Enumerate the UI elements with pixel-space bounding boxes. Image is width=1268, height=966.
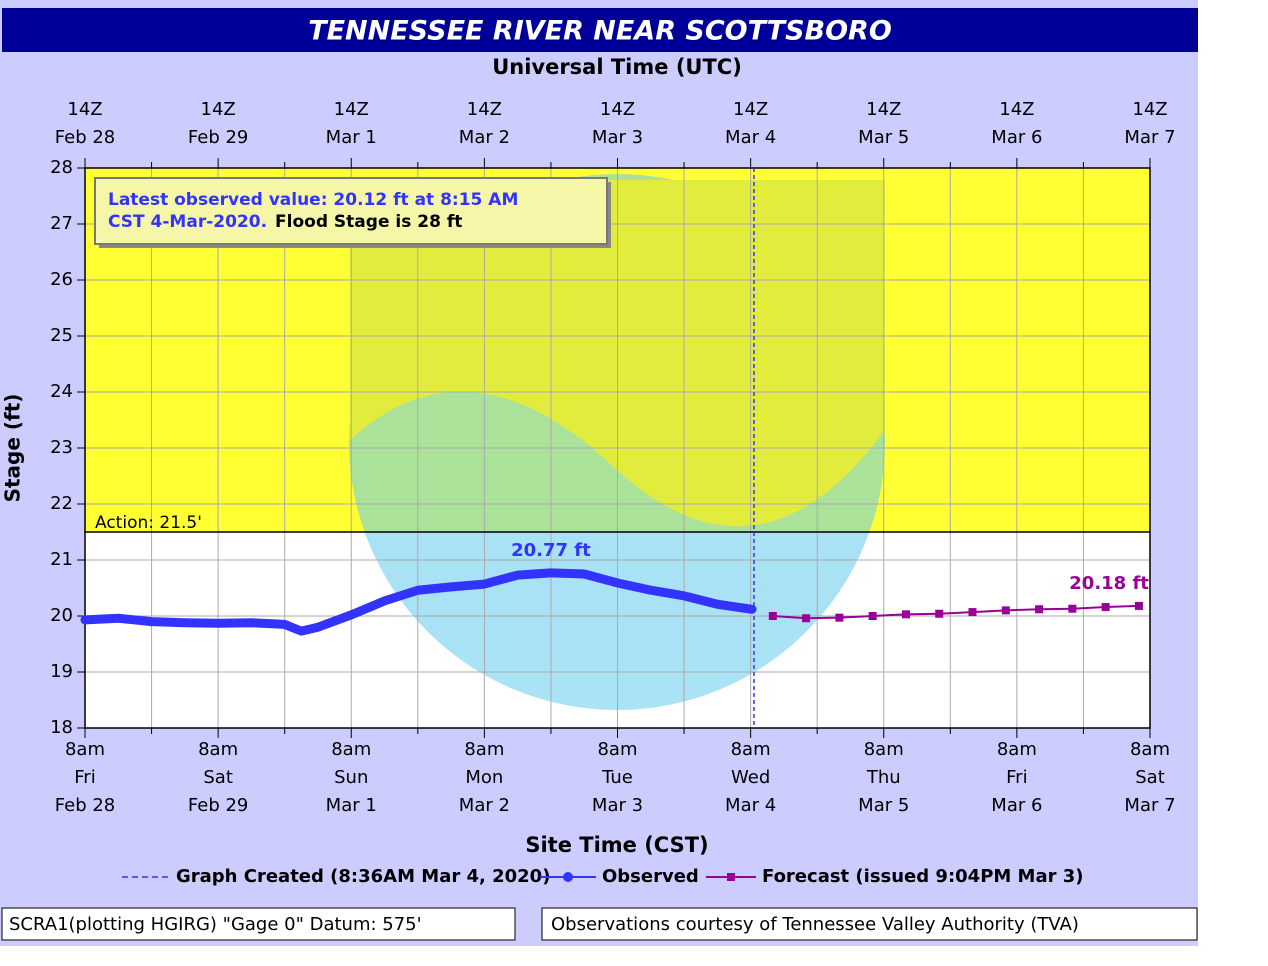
annotation-box <box>94 177 608 245</box>
footer-text: SCRA1(plotting HGIRG) "Gage 0" Datum: 57… <box>9 914 422 935</box>
x2-tick-label: 14Z <box>600 99 635 120</box>
forecast-marker <box>868 612 877 620</box>
forecast-marker <box>835 613 844 622</box>
annotation-part: Flood Stage is 28 ft <box>275 212 462 232</box>
x-tick-label: Mar 4 <box>725 795 776 816</box>
y-tick-label: 28 <box>50 157 73 178</box>
x2-tick-label: 14Z <box>1132 99 1167 120</box>
value-label: 20.77 ft <box>511 540 591 561</box>
x-tick-label: Mar 5 <box>858 795 909 816</box>
annotation-part: CST 4-Mar-2020. <box>108 212 267 232</box>
y-tick-label: 24 <box>50 381 73 402</box>
y-tick-label: 20 <box>50 605 73 626</box>
x2-tick-label: 14Z <box>733 99 768 120</box>
x-tick-label: Thu <box>866 767 901 788</box>
x-tick-label: Sat <box>203 767 233 788</box>
x-tick-label: Mon <box>465 767 503 788</box>
footer-box <box>1 907 516 941</box>
legend-marker <box>563 872 573 882</box>
legend-label: Observed <box>602 866 699 887</box>
chart-title: TENNESSEE RIVER NEAR SCOTTSBORO <box>308 16 892 47</box>
forecast-line <box>771 604 1140 620</box>
y-tick-label: 27 <box>50 213 73 234</box>
x2-tick-label: Mar 3 <box>592 127 643 148</box>
x2-tick-label: Mar 2 <box>459 127 510 148</box>
x-tick-label: Feb 28 <box>55 795 116 816</box>
forecast-marker <box>1035 605 1044 614</box>
x2-tick-label: 14Z <box>866 99 901 120</box>
x2-tick-label: 14Z <box>201 99 236 120</box>
x2-tick-label: 14Z <box>67 99 102 120</box>
x2-tick-label: Mar 7 <box>1124 127 1175 148</box>
y-tick-label: 26 <box>50 269 73 290</box>
x2-tick-label: Feb 29 <box>188 127 249 148</box>
x-tick-label: 8am <box>464 739 504 760</box>
y-tick-label: 25 <box>50 325 73 346</box>
x-tick-label: Mar 1 <box>326 795 377 816</box>
x2-axis-title: Universal Time (UTC) <box>492 55 742 79</box>
action-label: Action: 21.5' <box>95 513 202 533</box>
x-tick-label: Wed <box>731 767 770 788</box>
footer-text: Observations courtesy of Tennessee Valle… <box>551 914 1079 935</box>
x2-tick-label: Mar 1 <box>326 127 377 148</box>
x-tick-label: Mar 6 <box>991 795 1042 816</box>
x-tick-label: Sat <box>1135 767 1165 788</box>
y-tick-label: 21 <box>50 549 73 570</box>
x-tick-label: Mar 7 <box>1124 795 1175 816</box>
y-tick-label: 19 <box>50 661 73 682</box>
y-tick-label: 18 <box>50 717 73 738</box>
x2-tick-label: 14Z <box>334 99 369 120</box>
x-tick-label: 8am <box>997 739 1037 760</box>
x-tick-label: Sun <box>334 767 368 788</box>
forecast-marker <box>768 612 777 620</box>
legend-marker <box>727 873 735 881</box>
x2-tick-label: Mar 4 <box>725 127 776 148</box>
x-tick-label: Mar 3 <box>592 795 643 816</box>
x-tick-label: 8am <box>331 739 371 760</box>
forecast-marker <box>935 609 944 618</box>
legend-label: Forecast (issued 9:04PM Mar 3) <box>762 866 1084 887</box>
forecast-marker <box>1068 604 1077 613</box>
annotation-part: Latest observed value: 20.12 ft at 8:15 … <box>108 190 518 210</box>
observed-line <box>80 568 757 636</box>
y-tick-label: 22 <box>50 493 73 514</box>
legend-label: Graph Created (8:36AM Mar 4, 2020) <box>176 866 550 887</box>
forecast-marker <box>1134 601 1143 610</box>
footer-box <box>541 907 1198 941</box>
x-axis-title: Site Time (CST) <box>525 833 708 857</box>
forecast-marker <box>802 614 811 623</box>
title-bar <box>2 8 1198 52</box>
x2-tick-label: Feb 28 <box>55 127 116 148</box>
y-axis-title: Stage (ft) <box>1 394 25 503</box>
x-tick-label: 8am <box>864 739 904 760</box>
value-label: 20.18 ft <box>1069 573 1149 594</box>
forecast-marker <box>1101 603 1110 612</box>
x-tick-label: Fri <box>1006 767 1027 788</box>
x2-tick-label: Mar 5 <box>858 127 909 148</box>
x2-tick-label: 14Z <box>999 99 1034 120</box>
annotation-text: CST 4-Mar-2020. Flood Stage is 28 ft <box>108 212 462 232</box>
x-tick-label: 8am <box>597 739 637 760</box>
x-tick-label: Feb 29 <box>188 795 249 816</box>
x-tick-label: Fri <box>74 767 95 788</box>
annotation-text: Latest observed value: 20.12 ft at 8:15 … <box>108 190 518 210</box>
x2-tick-label: 14Z <box>467 99 502 120</box>
x-tick-label: 8am <box>65 739 105 760</box>
x-tick-label: 8am <box>198 739 238 760</box>
x-tick-label: 8am <box>1130 739 1170 760</box>
y-tick-label: 23 <box>50 437 73 458</box>
x2-tick-label: Mar 6 <box>991 127 1042 148</box>
forecast-marker <box>968 608 977 617</box>
x-tick-label: Tue <box>601 767 633 788</box>
forecast-marker <box>901 610 910 619</box>
forecast-marker <box>1001 606 1010 615</box>
x-tick-label: Mar 2 <box>459 795 510 816</box>
x-tick-label: 8am <box>731 739 771 760</box>
